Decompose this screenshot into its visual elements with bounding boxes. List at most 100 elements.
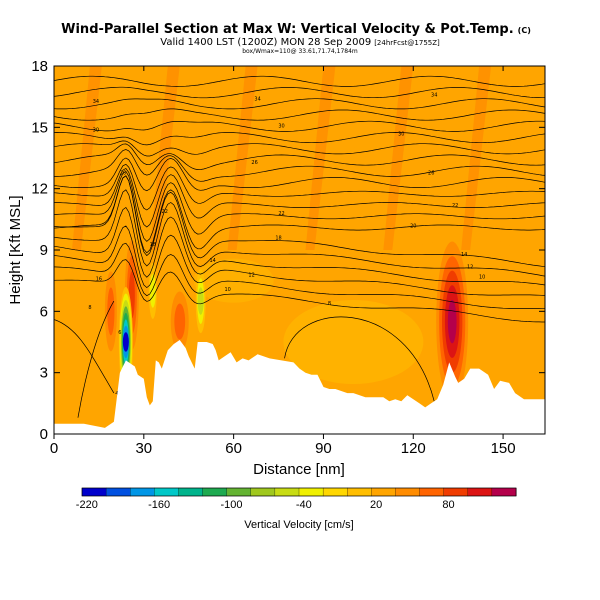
colorbar-swatch	[202, 487, 228, 497]
y-tick-label: 9	[40, 242, 48, 259]
colorbar-tick-label: -40	[296, 499, 312, 511]
x-tick-label: 30	[135, 440, 152, 457]
x-axis-ticks: 0 30 60 90 120 150	[50, 66, 516, 457]
isentrope-line	[54, 132, 545, 146]
velocity-cores	[104, 239, 469, 402]
isentrope-line	[54, 189, 545, 277]
updraft-core	[447, 299, 457, 344]
wave-band	[422, 66, 453, 250]
isentrope-line	[54, 140, 545, 157]
isentrope-line	[54, 171, 545, 242]
colorbar-swatch	[395, 487, 421, 497]
isentrope-line	[284, 316, 435, 402]
chart-subtitle: Valid 1400 LST (1200Z) MON 28 Sep 2009 [2…	[160, 37, 440, 48]
x-tick-label: 90	[315, 440, 332, 457]
isentrope-line	[77, 300, 115, 418]
x-axis-label: Distance [nm]	[253, 461, 345, 478]
chart-meta: box/Wmax=110@ 33.61,71.74,1784m	[242, 48, 358, 55]
contour-label: 30	[278, 123, 284, 129]
y-axis-label: Height [Kft MSL]	[7, 195, 24, 304]
contour-label: 30	[398, 131, 404, 137]
isentrope-line	[54, 168, 545, 228]
colorbar-swatch	[491, 487, 517, 497]
weak-updraft-zone	[283, 300, 424, 384]
isentrope-line	[54, 75, 545, 87]
colorbar-swatch	[178, 487, 204, 497]
y-tick-label: 0	[40, 426, 48, 443]
contour-label: 8	[328, 301, 331, 307]
isentrope-line	[54, 207, 545, 286]
contour-label: 34	[254, 97, 260, 103]
colorbar-swatch	[250, 487, 276, 497]
contour-label: 34	[431, 93, 437, 99]
colorbar-swatch	[419, 487, 445, 497]
colorbar-tick-label: -100	[220, 499, 242, 511]
x-tick-label: 0	[50, 440, 58, 457]
terrain-mask	[54, 340, 545, 434]
contour-label: 18	[150, 242, 156, 248]
colorbar-swatch	[105, 487, 131, 497]
colorbar-tick-label: 20	[370, 499, 382, 511]
isentrope-line	[54, 175, 545, 254]
y-axis-ticks: 0 3 6 9 12 15 18	[31, 58, 545, 443]
isentrope-line	[54, 86, 545, 99]
wave-band	[266, 66, 297, 250]
y-tick-label: 18	[31, 58, 48, 75]
isentrope-line	[54, 319, 115, 394]
isentrope-line	[54, 108, 545, 121]
isentrope-line	[54, 98, 545, 110]
colorbar-swatch	[81, 487, 107, 497]
colorbar-swatch	[322, 487, 348, 497]
contour-label: 20	[410, 223, 416, 229]
contour-label: 34	[93, 99, 99, 105]
isentrope-line	[54, 157, 545, 192]
contour-label: 6	[118, 330, 121, 336]
colorbar-swatch	[347, 487, 372, 497]
colorbar-swatch	[371, 487, 396, 497]
contour-label: 16	[96, 277, 102, 283]
colorbar-swatch	[226, 487, 252, 497]
colorbar-frame	[81, 487, 517, 497]
x-tick-label: 150	[491, 440, 516, 457]
contour-label: 22	[452, 203, 458, 209]
colorbar-swatch	[274, 487, 300, 497]
colorbar: -220 -160 -100 -40 20 80	[76, 487, 517, 511]
chart-title: Wind-Parallel Section at Max W: Vertical…	[61, 22, 531, 37]
updraft-core	[174, 303, 186, 340]
weak-updraft-zone	[193, 258, 274, 303]
colorbar-swatch	[443, 487, 469, 497]
wave-band	[188, 66, 219, 250]
potential-temperature-contours	[54, 75, 545, 418]
contour-label: 8	[88, 305, 91, 311]
isentrope-line	[54, 149, 545, 182]
downdraft-core	[122, 332, 129, 352]
x-tick-label: 60	[225, 440, 242, 457]
isentrope-line	[54, 163, 545, 211]
contour-label: 26	[428, 170, 434, 176]
colorbar-label: Vertical Velocity [cm/s]	[244, 519, 353, 531]
y-tick-label: 12	[31, 181, 48, 198]
isentrope-line	[54, 143, 545, 170]
contour-label: 10	[224, 287, 230, 293]
wave-band	[227, 66, 258, 250]
colorbar-tick-label: -220	[76, 499, 98, 511]
contour-label: 14	[209, 258, 215, 264]
y-tick-label: 6	[40, 303, 48, 320]
contour-label: 14	[461, 252, 467, 258]
colorbar-swatch	[298, 487, 324, 497]
contour-label: 30	[93, 127, 99, 133]
colorbar-tick-label: 80	[442, 499, 454, 511]
updraft-core	[107, 287, 115, 336]
wave-band	[305, 66, 336, 250]
isentrope-line	[54, 242, 545, 309]
y-tick-label: 15	[31, 119, 48, 136]
isentrope-line	[54, 120, 545, 132]
colorbar-tick-label: -160	[148, 499, 170, 511]
isentrope-line	[54, 225, 545, 296]
wave-band	[461, 66, 492, 250]
contour-label: 26	[120, 170, 126, 176]
x-tick-label: 120	[401, 440, 426, 457]
